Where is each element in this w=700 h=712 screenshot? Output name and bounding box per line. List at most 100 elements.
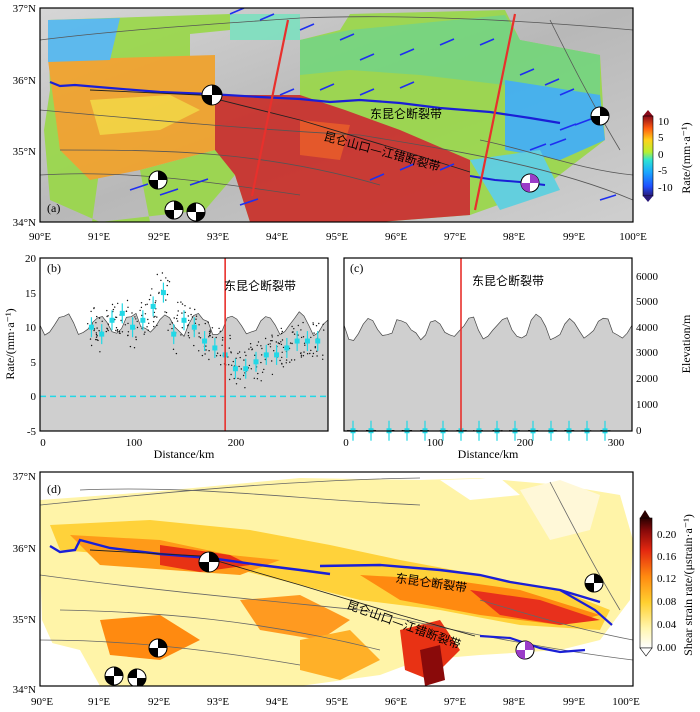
scatter-point (205, 349, 207, 351)
scatter-point (253, 377, 255, 379)
scatter-point (177, 310, 179, 312)
ytick: 0 (636, 425, 642, 437)
scatter-point (254, 354, 256, 356)
scatter-point (115, 316, 118, 319)
scatter-point (135, 338, 137, 341)
scatter-point (281, 362, 283, 365)
lon-tick: 94°E (266, 231, 288, 243)
scatter-point (198, 350, 200, 352)
lon-tick: 93°E (207, 231, 229, 243)
mean-marker (253, 359, 259, 365)
ytick: 1000 (636, 399, 659, 411)
scatter-point (218, 327, 220, 330)
scatter-point (257, 372, 259, 375)
scatter-point (235, 383, 238, 385)
lat-tick: 36°N (13, 75, 36, 87)
scatter-point (106, 328, 109, 330)
lat-tick: 35°N (13, 614, 36, 626)
scatter-point (312, 352, 315, 355)
scatter-point (269, 343, 271, 345)
scatter-point (120, 319, 122, 322)
scatter-point (153, 325, 155, 328)
scatter-point (131, 312, 133, 314)
lat-tick: 34°N (13, 684, 36, 696)
mean-marker (294, 338, 300, 344)
lat-ticks-a: 37°N 36°N 35°N 34°N (13, 3, 36, 229)
scatter-point (277, 342, 279, 344)
scatter-point (90, 344, 93, 347)
scatter-point (98, 330, 100, 332)
scatter-point (116, 330, 119, 332)
scatter-point (154, 315, 156, 318)
scatter-point (316, 355, 318, 357)
lon-tick: 92°E (148, 231, 170, 243)
lon-tick: 93°E (207, 696, 229, 708)
scatter-point (231, 364, 233, 366)
colorbar-tick: 0.08 (657, 596, 677, 608)
scatter-point (166, 293, 169, 296)
lat-tick: 37°N (13, 3, 36, 15)
scatter-point (186, 325, 189, 327)
scatter-point (141, 314, 143, 317)
lat-ticks-d: 37°N 36°N 35°N 34°N (13, 471, 36, 696)
scatter-point (207, 321, 209, 323)
panel-c: (c) 东昆仑断裂带 Distance/km Elevation/m 6000 … (343, 257, 693, 461)
scatter-point (199, 337, 202, 339)
colorbar-tick: 10 (658, 116, 670, 128)
mean-marker (212, 345, 218, 351)
scatter-point (306, 353, 309, 355)
scatter-point (322, 323, 324, 326)
scatter-point (248, 348, 250, 350)
scatter-point (302, 336, 305, 338)
scatter-point (242, 374, 245, 377)
scatter-point (244, 351, 246, 353)
scatter-point (261, 354, 263, 356)
scatter-point (194, 308, 196, 311)
scatter-point (239, 378, 241, 380)
scatter-point (173, 317, 175, 319)
scatter-point (96, 335, 98, 337)
scatter-point (311, 355, 314, 357)
scatter-point (264, 337, 267, 340)
xtick: 200 (517, 437, 534, 449)
scatter-point (318, 322, 320, 325)
scatter-point (208, 350, 210, 352)
scatter-point (270, 340, 272, 342)
xtick: 0 (343, 437, 349, 449)
scatter-point (188, 337, 191, 339)
scatter-point (229, 334, 231, 337)
scatter-point (96, 315, 98, 318)
scatter-point (281, 351, 283, 353)
ytick: -5 (27, 426, 37, 438)
scatter-point (269, 346, 272, 348)
scatter-point (177, 301, 179, 304)
scatter-point (208, 336, 210, 338)
mean-marker (150, 303, 156, 309)
mean-marker (88, 324, 94, 330)
scatter-point (211, 327, 214, 329)
yticks-c: 6000 5000 4000 3000 2000 1000 0 (636, 271, 659, 437)
scatter-point (89, 338, 92, 340)
mean-marker (109, 317, 115, 323)
scatter-point (238, 365, 240, 368)
scatter-point (313, 332, 315, 334)
colorbar-tick: 0.00 (657, 642, 677, 654)
scatter-point (251, 349, 253, 351)
scatter-point (107, 323, 110, 325)
scatter-point (153, 311, 156, 314)
scatter-point (156, 324, 158, 327)
scatter-point (135, 336, 137, 338)
scatter-point (302, 355, 305, 357)
xticks-b: 0 100 200 (40, 437, 245, 449)
lon-tick: 95°E (326, 696, 348, 708)
scatter-point (221, 344, 223, 346)
mean-marker (160, 290, 166, 296)
lat-tick: 37°N (13, 471, 36, 483)
scatter-point (111, 303, 114, 306)
scatter-point (304, 344, 306, 346)
lon-tick: 96°E (385, 231, 407, 243)
xlabel-c: Distance/km (458, 447, 519, 461)
scatter-point (293, 328, 295, 330)
lon-ticks-a: 90°E 91°E 92°E 93°E 94°E 95°E 96°E 97°E … (29, 231, 647, 243)
